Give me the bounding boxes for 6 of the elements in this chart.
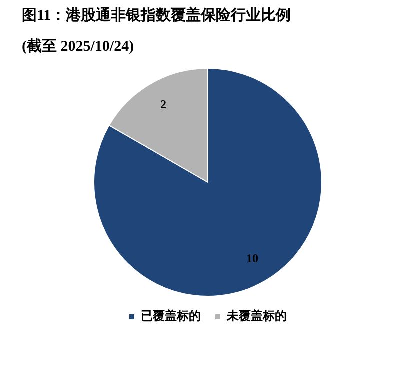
- chart-title: 图11：港股通非银指数覆盖保险行业比例: [22, 6, 292, 25]
- chart-subtitle: (截至 2025/10/24): [22, 37, 134, 56]
- data-label: 10: [246, 252, 258, 266]
- legend-label: 已覆盖标的: [141, 309, 201, 324]
- legend-label: 未覆盖标的: [226, 309, 287, 324]
- data-label: 2: [160, 98, 167, 112]
